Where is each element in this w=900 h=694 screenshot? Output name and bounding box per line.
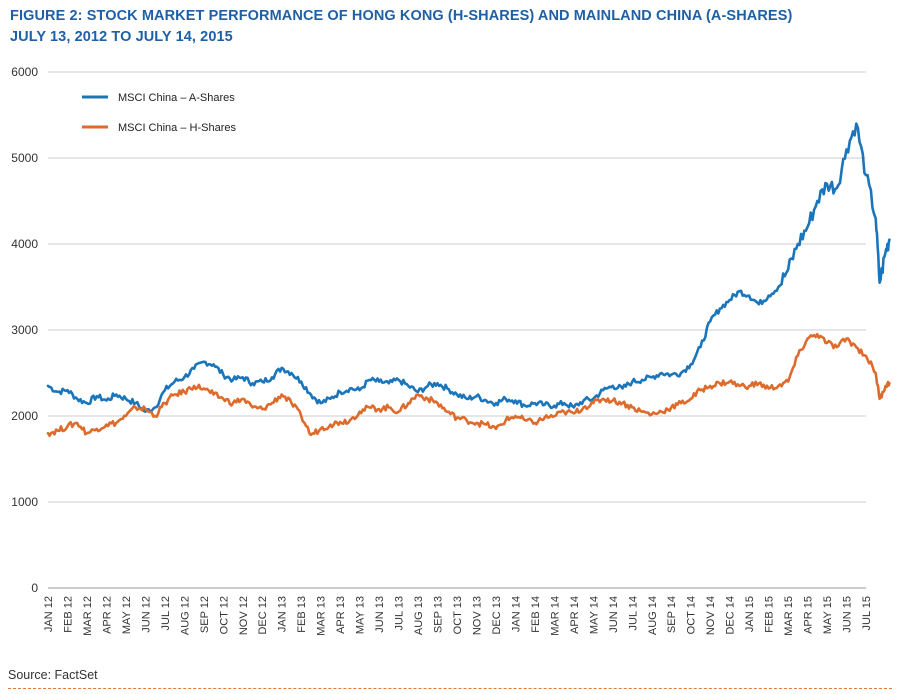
footer-divider — [8, 688, 892, 689]
x-tick-label: MAY 14 — [588, 596, 600, 634]
y-tick-label: 5000 — [11, 151, 38, 165]
legend-label-h-shares: MSCI China – H-Shares — [118, 122, 236, 134]
x-tick-label: DEC 13 — [491, 596, 503, 635]
x-tick-label: FEB 14 — [530, 596, 542, 633]
series-line-a-shares — [46, 122, 891, 413]
series-lines — [46, 122, 891, 437]
y-tick-label: 1000 — [11, 495, 38, 509]
x-tick-label: JAN 15 — [744, 596, 756, 632]
x-tick-label: JUL 13 — [394, 596, 406, 630]
y-axis-ticks: 0 1000 2000 3000 4000 5000 6000 — [11, 65, 38, 595]
x-tick-label: NOV 13 — [471, 596, 483, 635]
x-tick-label: NOV 14 — [705, 596, 717, 635]
x-tick-label: MAR 14 — [549, 596, 561, 636]
x-tick-label: FEB 15 — [764, 596, 776, 633]
y-tick-label: 4000 — [11, 237, 38, 251]
x-tick-label: JAN 14 — [510, 596, 522, 632]
x-tick-label: AUG 12 — [179, 596, 191, 635]
x-tick-label: JAN 13 — [277, 596, 289, 632]
x-tick-label: AUG 13 — [413, 596, 425, 635]
chart-title: FIGURE 2: STOCK MARKET PERFORMANCE OF HO… — [10, 6, 792, 48]
y-tick-label: 2000 — [11, 409, 38, 423]
title-line-1: FIGURE 2: STOCK MARKET PERFORMANCE OF HO… — [10, 8, 793, 24]
x-tick-label: MAR 15 — [783, 596, 795, 636]
source-note: Source: FactSet — [8, 668, 98, 682]
x-tick-label: JUL 12 — [160, 596, 172, 630]
x-tick-label: APR 15 — [803, 596, 815, 634]
series-line-h-shares — [46, 333, 891, 437]
x-tick-label: JUN 12 — [140, 596, 152, 633]
x-axis-ticks: JAN 12 FEB 12 MAR 12 APR 12 MAY 12 JUN 12 JUL … — [43, 596, 873, 636]
x-tick-label: MAY 13 — [355, 596, 367, 634]
x-tick-label: MAR 12 — [82, 596, 94, 636]
x-tick-label: AUG 14 — [647, 596, 659, 635]
x-tick-label: JUN 13 — [374, 596, 386, 633]
x-tick-label: APR 13 — [335, 596, 347, 634]
y-tick-label: 3000 — [11, 323, 38, 337]
x-tick-label: MAR 13 — [316, 596, 328, 636]
x-tick-label: NOV 12 — [238, 596, 250, 635]
x-tick-label: APR 14 — [569, 596, 581, 634]
x-tick-label: JUL 15 — [861, 596, 873, 630]
x-tick-label: DEC 14 — [725, 596, 737, 635]
x-tick-label: SEP 14 — [666, 596, 678, 633]
x-tick-label: JUN 14 — [608, 596, 620, 633]
legend: MSCI China – A-Shares MSCI China – H-Shar… — [82, 92, 236, 134]
title-line-2: JULY 13, 2012 TO JULY 14, 2015 — [10, 29, 233, 45]
x-tick-label: FEB 12 — [62, 596, 74, 633]
y-tick-label: 6000 — [11, 65, 38, 79]
x-tick-label: JUL 14 — [627, 596, 639, 630]
x-tick-label: SEP 12 — [199, 596, 211, 633]
x-tick-label: DEC 12 — [257, 596, 269, 635]
x-tick-label: FEB 13 — [296, 596, 308, 633]
x-tick-label: OCT 14 — [686, 596, 698, 634]
x-tick-label: APR 12 — [101, 596, 113, 634]
x-tick-label: MAY 15 — [822, 596, 834, 634]
x-tick-label: OCT 12 — [218, 596, 230, 634]
x-tick-label: SEP 13 — [433, 596, 445, 633]
legend-label-a-shares: MSCI China – A-Shares — [118, 92, 235, 104]
x-tick-label: JAN 12 — [43, 596, 55, 632]
x-tick-label: JUN 15 — [842, 596, 854, 633]
x-tick-label: MAY 12 — [121, 596, 133, 634]
grid-lines — [48, 71, 866, 589]
x-tick-label: OCT 13 — [452, 596, 464, 634]
y-tick-label: 0 — [31, 581, 38, 595]
